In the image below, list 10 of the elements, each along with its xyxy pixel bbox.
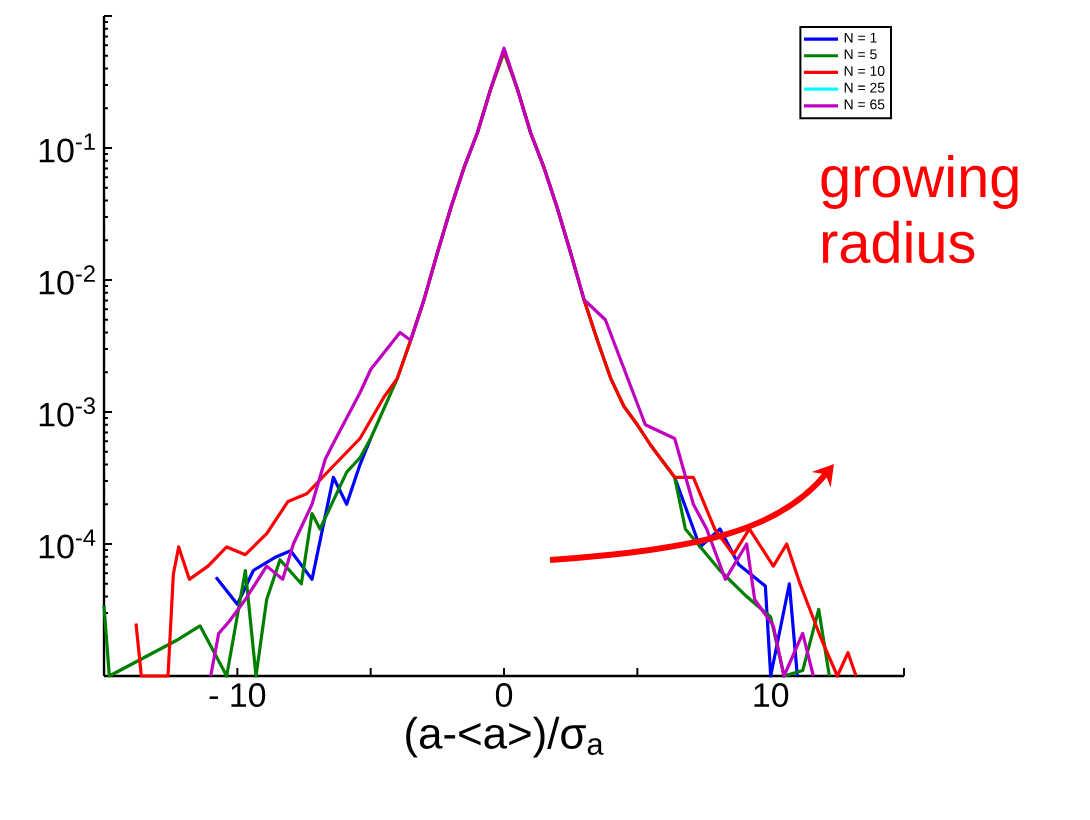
x-axis-title: (a-<a>)/σ$_{a}$ xyxy=(406,716,604,758)
y-tick-label: 10$^{-2}$ xyxy=(39,265,95,295)
y-tick-label: 10$^{-1}$ xyxy=(39,133,95,163)
line-series xyxy=(209,46,815,678)
x-tick-label: 0 xyxy=(495,683,513,708)
x-tick-label: 10 xyxy=(754,683,789,708)
y-tick-label: 10$^{-4}$ xyxy=(39,529,96,559)
annotation: growing radius xyxy=(821,155,1018,264)
y-tick-label: 10$^{-3}$ xyxy=(39,397,95,427)
x-tick-label: - 10 xyxy=(209,683,266,708)
